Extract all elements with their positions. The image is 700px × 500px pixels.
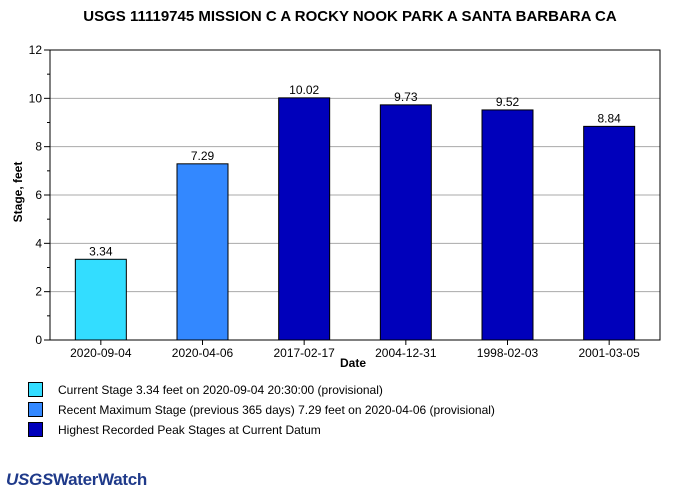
- bar: [278, 97, 331, 341]
- logo-usgs-text: USGS: [6, 470, 53, 489]
- y-axis-label: Stage, feet: [11, 162, 25, 223]
- x-tick-label: 2001-03-05: [578, 346, 640, 360]
- bar-value-label: 8.84: [597, 111, 621, 125]
- grid-lines: [50, 97, 660, 293]
- legend-label: Highest Recorded Peak Stages at Current …: [58, 423, 321, 437]
- plot-frame: [49, 49, 661, 341]
- y-tick-label: 6: [35, 188, 42, 202]
- bars: 3.34 7.29 10.02 9.73 9.52 8.84: [74, 83, 636, 341]
- y-tick-label: 4: [35, 236, 42, 250]
- bar: [583, 125, 636, 341]
- x-tick-label: 2020-04-06: [172, 346, 234, 360]
- legend-swatch: [28, 422, 43, 437]
- y-tick-label: 12: [29, 43, 43, 57]
- y-tick-label: 8: [35, 140, 42, 154]
- legend-swatch: [28, 382, 43, 397]
- y-tick-label: 0: [35, 333, 42, 347]
- x-tick-label: 2017-02-17: [273, 346, 335, 360]
- bar-value-label: 7.29: [191, 149, 215, 163]
- logo-waterwatch-text: WaterWatch: [52, 470, 147, 489]
- bar: [379, 104, 432, 341]
- bar-value-label: 9.52: [496, 95, 520, 109]
- usgs-waterwatch-logo: USGSWaterWatch: [6, 470, 147, 490]
- legend-label: Current Stage 3.34 feet on 2020-09-04 20…: [58, 383, 383, 397]
- x-tick-label: 2020-09-04: [70, 346, 132, 360]
- bar: [481, 109, 534, 341]
- x-tick-label: 1998-02-03: [477, 346, 539, 360]
- legend-swatch: [28, 402, 43, 417]
- y-tick-label: 2: [35, 285, 42, 299]
- bar-value-label: 9.73: [394, 90, 418, 104]
- axes: 0 2 4 6 8 10 12 2020-09-04 2020-04-06 2017-02-17 2…: [29, 43, 661, 360]
- bar: [74, 258, 127, 341]
- x-axis-label: Date: [340, 356, 366, 370]
- stage-bar-chart: 3.34 7.29 10.02 9.73 9.52 8.84 0 2 4 6 8 10 12 2020-…: [11, 43, 661, 370]
- y-tick-label: 10: [29, 91, 43, 105]
- legend-label: Recent Maximum Stage (previous 365 days)…: [58, 403, 495, 417]
- bar-value-label: 3.34: [89, 244, 113, 258]
- bar: [176, 163, 229, 341]
- chart-title: USGS 11119745 MISSION C A ROCKY NOOK PAR…: [83, 8, 617, 25]
- x-tick-label: 2004-12-31: [375, 346, 437, 360]
- bar-value-label: 10.02: [289, 83, 319, 97]
